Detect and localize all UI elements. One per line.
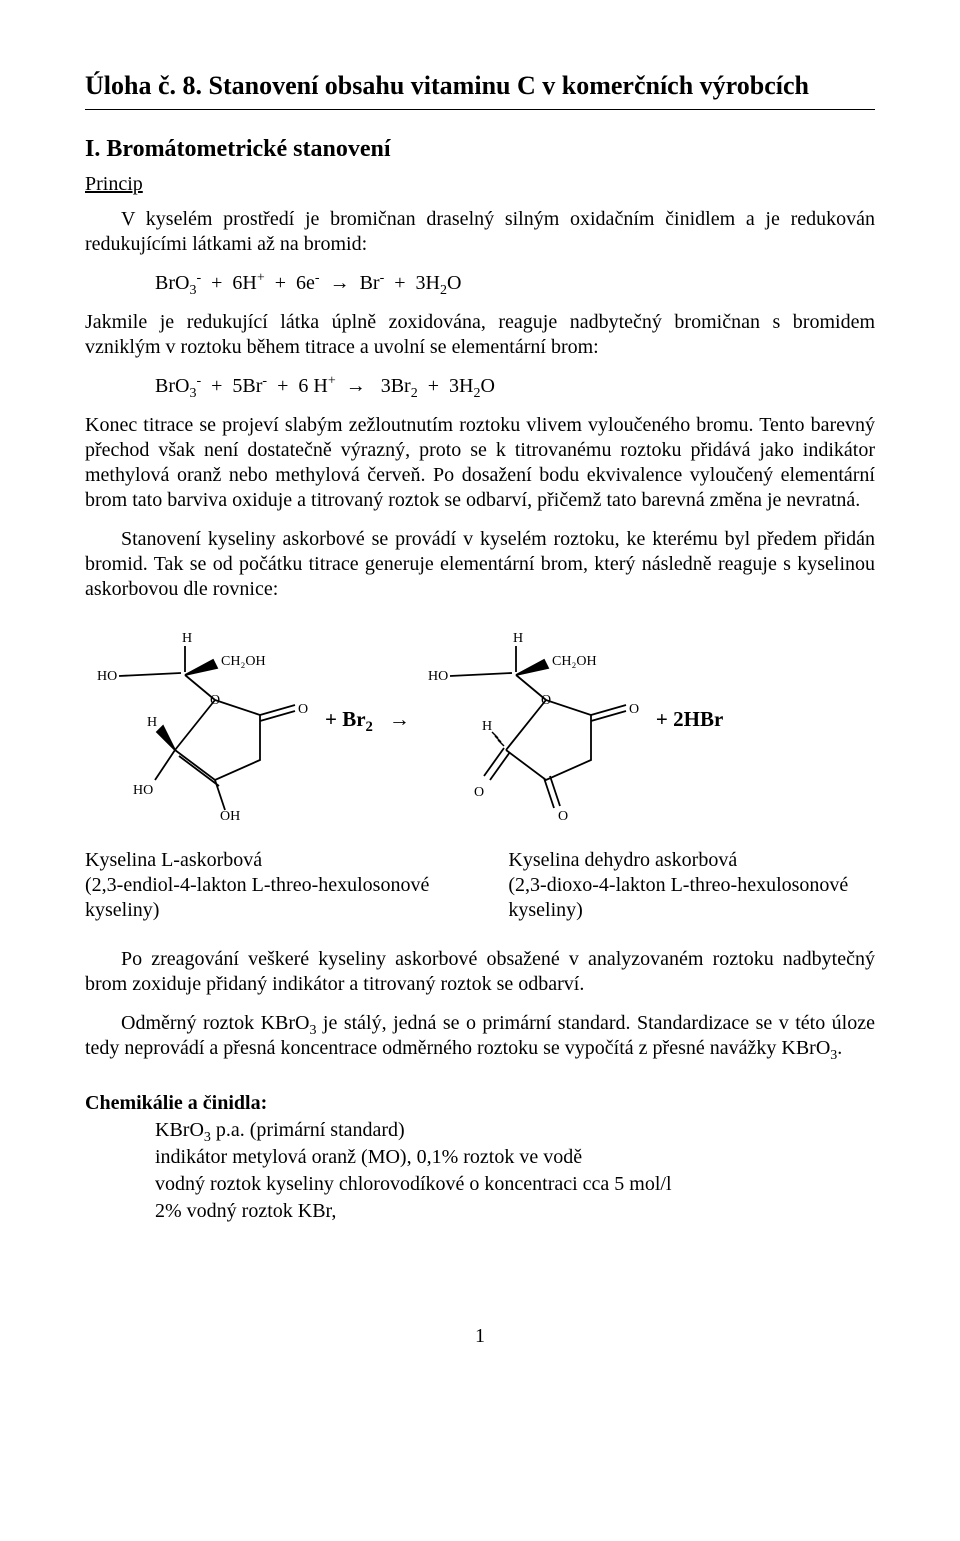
equation-2: BrO3- + 5Br- + 6 H+ → 3Br2 + 3H2O bbox=[155, 374, 875, 399]
svg-text:O: O bbox=[474, 785, 484, 800]
svg-text:O: O bbox=[541, 693, 551, 708]
paragraph-6: Odměrný roztok KBrO3 je stálý, jedná se … bbox=[85, 1011, 875, 1061]
svg-text:HO: HO bbox=[97, 669, 117, 684]
compound-right-iupac: (2,3-dioxo-4-lakton L-threo-hexulosonové… bbox=[508, 873, 871, 923]
svg-text:O: O bbox=[210, 693, 220, 708]
compound-left-name: Kyselina L-askorbová bbox=[85, 848, 448, 873]
chem-item: 2% vodný roztok KBr, bbox=[155, 1199, 875, 1224]
svg-text:OH: OH bbox=[220, 809, 240, 820]
section-heading: I. Bromátometrické stanovení bbox=[85, 134, 875, 164]
svg-text:O: O bbox=[629, 702, 639, 717]
page-title: Úloha č. 8. Stanovení obsahu vitaminu C … bbox=[85, 70, 875, 110]
svg-text:CH₂OH: CH₂OH bbox=[552, 654, 597, 669]
svg-text:HO: HO bbox=[133, 783, 153, 798]
paragraph-3: Konec titrace se projeví slabým zežloutn… bbox=[85, 413, 875, 513]
reaction-scheme: O O HO CH₂OH H H HO OH + Br2 → bbox=[85, 620, 875, 820]
page-number: 1 bbox=[85, 1324, 875, 1349]
chemicals-list: KBrO3 p.a. (primární standard) indikátor… bbox=[155, 1118, 875, 1224]
chem-item: KBrO3 p.a. (primární standard) bbox=[155, 1118, 875, 1143]
chem-item: vodný roztok kyseliny chlorovodíkové o k… bbox=[155, 1172, 875, 1197]
svg-text:O: O bbox=[558, 809, 568, 820]
principle-label: Princip bbox=[85, 172, 875, 197]
dehydroascorbic-acid-structure: O O HO CH₂OH H H O O bbox=[416, 620, 646, 820]
compound-right: Kyselina dehydro askorbová (2,3-dioxo-4-… bbox=[508, 848, 871, 923]
paragraph-2: Jakmile je redukující látka úplně zoxido… bbox=[85, 310, 875, 360]
svg-text:H: H bbox=[513, 631, 523, 646]
svg-text:CH₂OH: CH₂OH bbox=[221, 654, 266, 669]
svg-text:H: H bbox=[147, 715, 157, 730]
compound-left: Kyselina L-askorbová (2,3-endiol-4-lakto… bbox=[85, 848, 448, 923]
compound-names-row: Kyselina L-askorbová (2,3-endiol-4-lakto… bbox=[85, 848, 875, 923]
paragraph-5: Po zreagování veškeré kyseliny askorbové… bbox=[85, 947, 875, 997]
svg-text:HO: HO bbox=[428, 669, 448, 684]
svg-text:H: H bbox=[182, 631, 192, 646]
chem-item: indikátor metylová oranž (MO), 0,1% rozt… bbox=[155, 1145, 875, 1170]
paragraph-4: Stanovení kyseliny askorbové se provádí … bbox=[85, 527, 875, 602]
plus-hbr-label: + 2HBr bbox=[656, 706, 723, 732]
equation-1: BrO3- + 6H+ + 6e- → Br- + 3H2O bbox=[155, 271, 875, 296]
svg-text:H: H bbox=[482, 719, 492, 734]
compound-left-iupac: (2,3-endiol-4-lakton L-threo-hexulosonov… bbox=[85, 873, 448, 923]
svg-text:O: O bbox=[298, 702, 308, 717]
reaction-arrow: → bbox=[389, 706, 410, 732]
paragraph-1: V kyselém prostředí je bromičnan draseln… bbox=[85, 207, 875, 257]
chemicals-heading: Chemikálie a činidla: bbox=[85, 1091, 875, 1116]
compound-right-name: Kyselina dehydro askorbová bbox=[508, 848, 871, 873]
plus-br2-label: + Br2 bbox=[325, 706, 373, 732]
ascorbic-acid-structure: O O HO CH₂OH H H HO OH bbox=[85, 620, 315, 820]
